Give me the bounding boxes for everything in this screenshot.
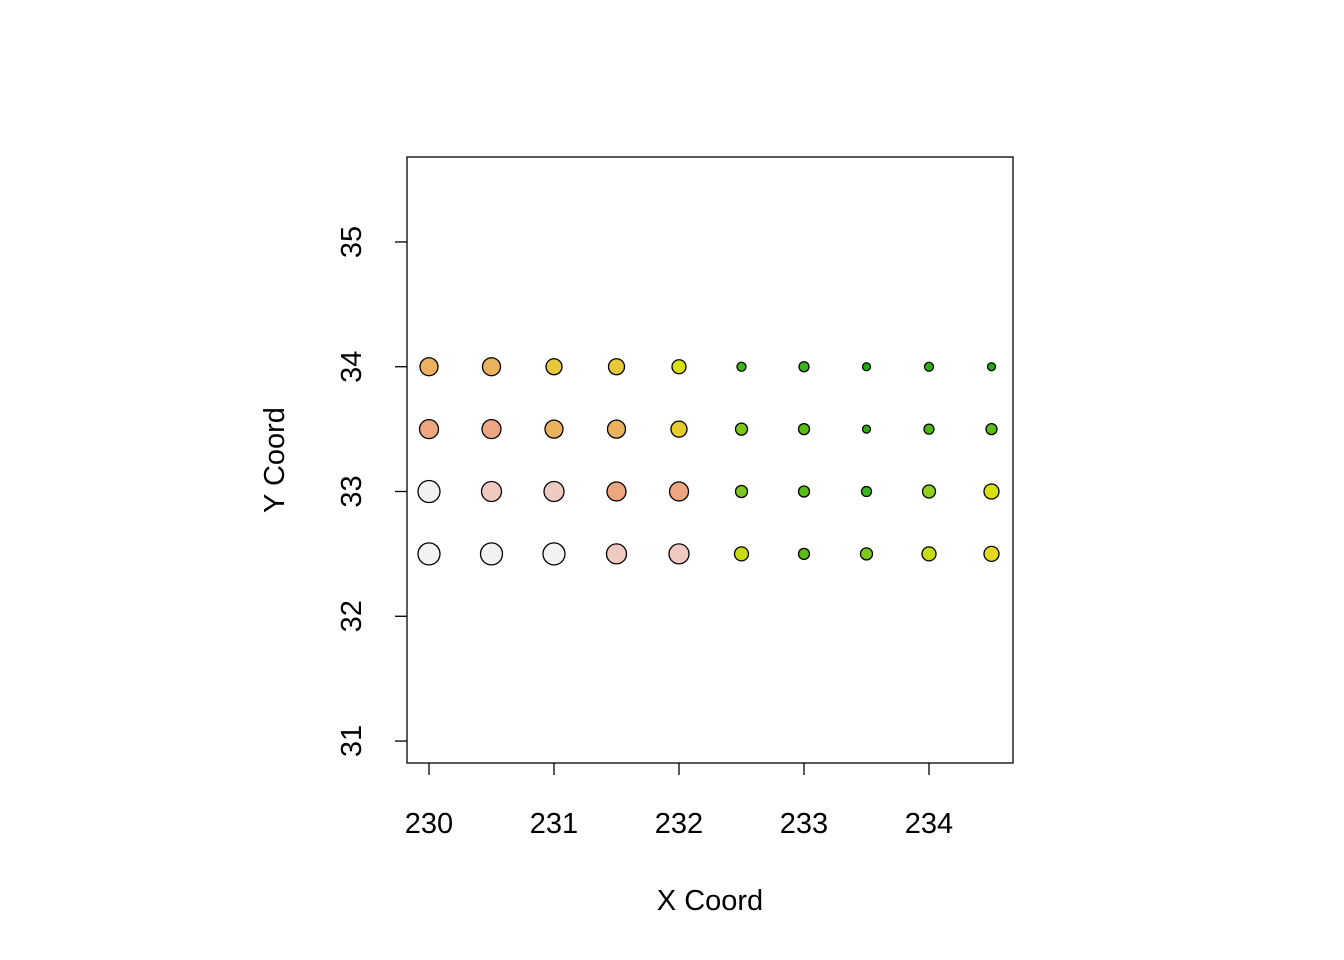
bubble — [479, 542, 504, 566]
bubble — [736, 361, 747, 372]
bubble — [921, 546, 937, 562]
bubble — [797, 422, 811, 436]
bubble — [798, 361, 810, 373]
y-tick-label: 32 — [336, 600, 368, 632]
bubble — [983, 545, 1000, 563]
bubble — [668, 481, 690, 502]
bubble — [607, 358, 626, 376]
bubble — [545, 358, 563, 376]
bubble — [734, 484, 749, 499]
bubble — [861, 362, 872, 372]
y-tick-label: 33 — [336, 475, 368, 507]
bubble — [670, 420, 688, 438]
bubble — [861, 424, 872, 434]
bubble — [986, 362, 997, 372]
x-tick-label: 231 — [530, 808, 578, 840]
bubble — [733, 546, 750, 562]
bubble — [480, 480, 503, 503]
y-tick-label: 34 — [336, 351, 368, 383]
bubble — [860, 485, 873, 498]
x-axis-label: X Coord — [657, 885, 763, 917]
y-tick-label: 31 — [336, 725, 368, 757]
bubble — [544, 419, 564, 439]
bubble — [671, 359, 687, 375]
bubble — [985, 422, 998, 436]
bubble — [481, 357, 502, 377]
bubble — [921, 484, 937, 499]
bubble — [668, 543, 690, 565]
bubble — [923, 423, 935, 435]
bubble — [797, 547, 811, 561]
bubble — [923, 361, 935, 372]
bubble — [481, 418, 502, 440]
bubble — [418, 418, 440, 440]
bubble — [859, 547, 874, 561]
bubble — [605, 543, 628, 565]
x-tick-label: 234 — [905, 808, 953, 840]
x-tick-label: 233 — [780, 808, 828, 840]
bubble — [983, 483, 1000, 500]
bubble — [543, 480, 565, 503]
y-tick-label: 35 — [336, 226, 368, 258]
bubble — [606, 481, 627, 502]
bubble — [417, 479, 441, 504]
bubble — [734, 422, 749, 436]
bubble — [797, 485, 811, 498]
bubble — [417, 542, 441, 566]
bubble — [542, 542, 566, 566]
plot-frame — [406, 156, 1014, 764]
bubble — [419, 357, 439, 377]
x-tick-label: 232 — [655, 808, 703, 840]
y-axis-label: Y Coord — [259, 407, 291, 513]
bubble — [606, 419, 627, 439]
x-tick-label: 230 — [405, 808, 453, 840]
